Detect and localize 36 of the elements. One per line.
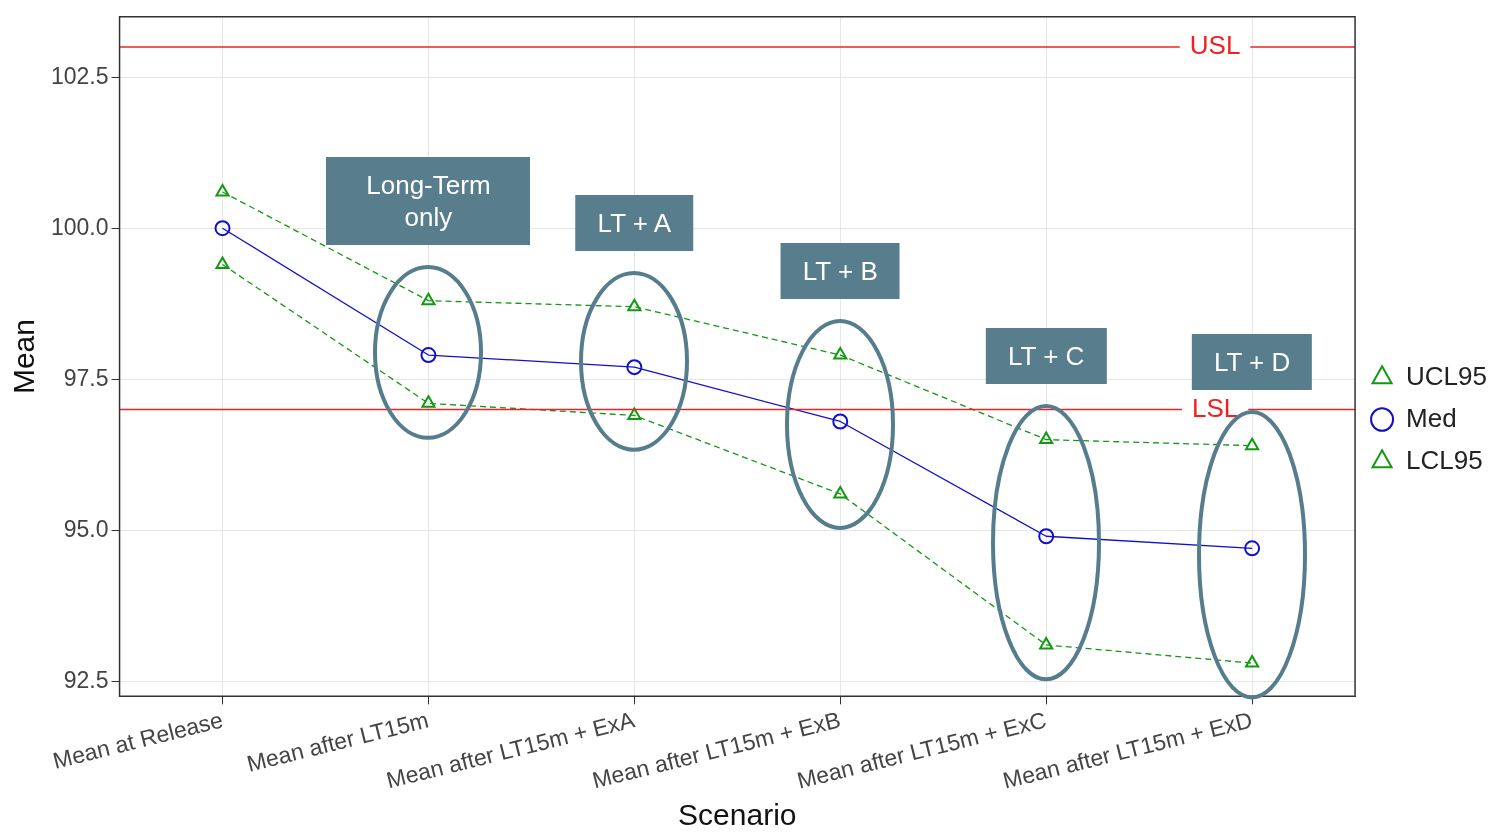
annotation: LT + B bbox=[780, 243, 900, 300]
y-axis-title: Mean bbox=[7, 319, 41, 395]
point bbox=[1244, 540, 1261, 557]
x-axis-title: Scenario bbox=[678, 798, 797, 832]
y-tick-label: 102.5 bbox=[50, 62, 109, 89]
annotation: LT + C bbox=[986, 327, 1107, 384]
point bbox=[1038, 528, 1055, 545]
ref-line-label: USL bbox=[1189, 30, 1241, 61]
point bbox=[833, 347, 848, 360]
point bbox=[214, 220, 231, 237]
point bbox=[421, 395, 436, 408]
annotation: LT + A bbox=[575, 194, 694, 251]
point bbox=[627, 298, 642, 312]
point bbox=[626, 359, 643, 376]
annotation: LT + D bbox=[1191, 333, 1313, 390]
ref-line-label: LSL bbox=[1191, 392, 1239, 423]
point bbox=[1039, 431, 1054, 445]
point bbox=[421, 292, 436, 306]
legend-label: Med bbox=[1406, 402, 1457, 433]
point bbox=[1245, 437, 1260, 451]
legend-label: LCL95 bbox=[1406, 444, 1483, 475]
point bbox=[627, 407, 642, 420]
y-tick-label: 100.0 bbox=[50, 213, 109, 240]
annotation: Long-Term only bbox=[326, 156, 531, 245]
point bbox=[215, 256, 230, 269]
point bbox=[1039, 636, 1054, 650]
point bbox=[1245, 655, 1260, 668]
legend-label: UCL95 bbox=[1406, 360, 1487, 391]
point bbox=[832, 413, 849, 430]
point bbox=[215, 183, 230, 197]
point bbox=[420, 347, 437, 364]
y-tick-label: 92.5 bbox=[63, 666, 109, 693]
y-tick-label: 95.0 bbox=[63, 515, 109, 542]
x-tick-label: Mean at Release bbox=[50, 706, 226, 774]
y-tick-label: 97.5 bbox=[63, 364, 109, 391]
point bbox=[833, 485, 848, 499]
